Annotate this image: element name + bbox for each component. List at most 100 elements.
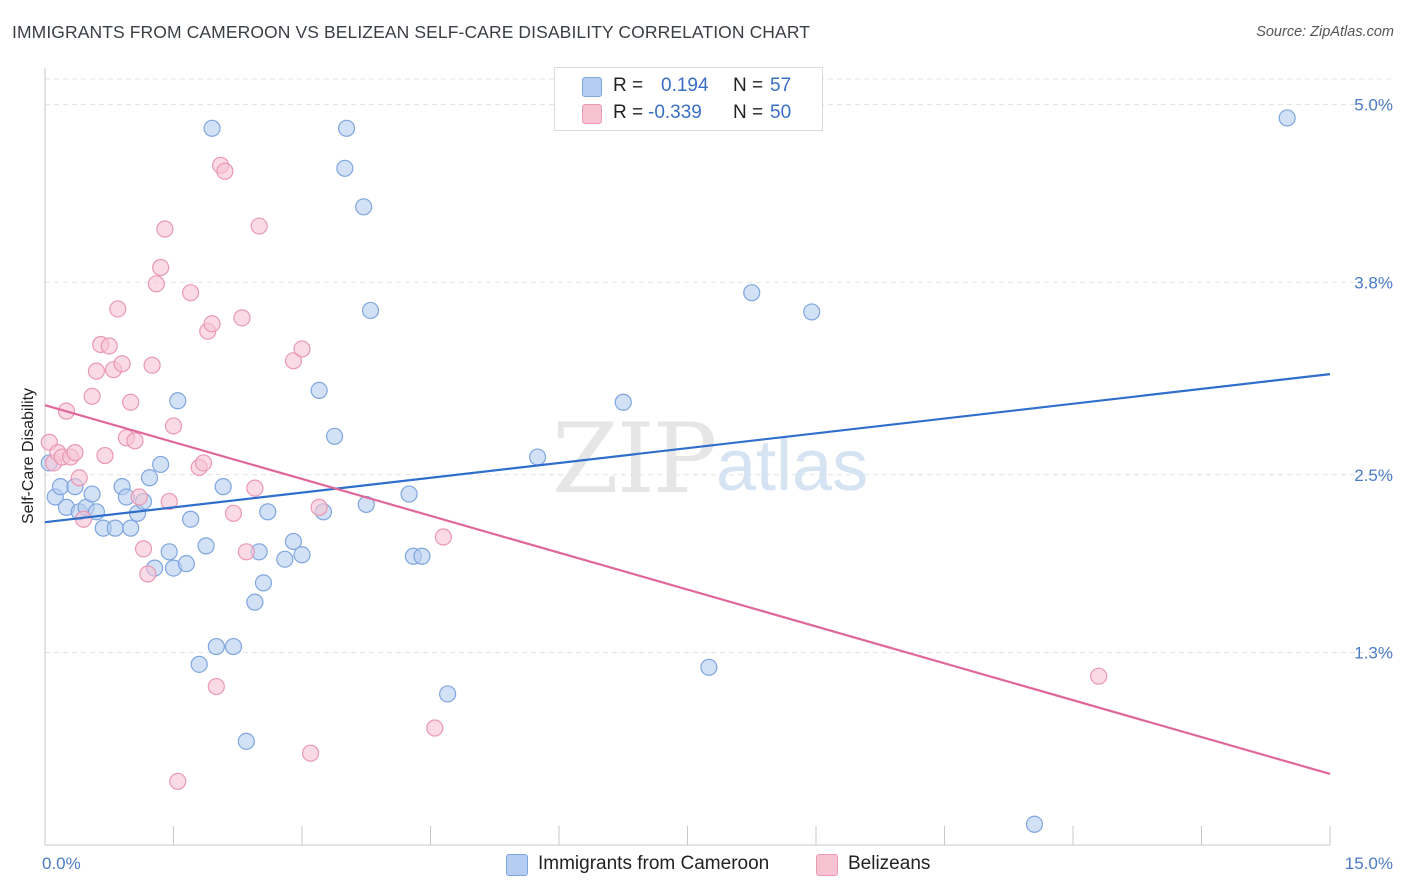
belizean-point [182,284,200,302]
legend-r-label: R = [613,102,644,123]
series-swatch-pink [816,854,838,876]
cameroon-point [325,427,344,445]
cameroon-point [203,119,221,137]
legend-r-value: 0.194 [661,75,709,96]
belizean-point [203,315,221,333]
cameroon-point [259,503,277,521]
cameroon-point [743,284,761,302]
legend-n-value: 57 [770,75,792,96]
watermark-zip: ZIP [552,403,715,515]
legend-r-label: R = [613,75,644,96]
y-tick-label: 5.0% [1354,96,1393,115]
cameroon-point [614,393,632,411]
points-layer [40,109,1296,833]
cameroon-point [177,555,195,573]
y-tick-label: 3.8% [1354,273,1393,292]
belizean-trend-line [44,404,1331,775]
cameroon-point [276,550,294,568]
cameroon-point [528,448,547,466]
series-swatch-blue [506,854,528,876]
cameroon-point [336,159,354,177]
cameroon-point [355,198,373,216]
belizean-point [169,772,187,790]
belizean-point [194,454,213,472]
legend-r-value: -0.339 [648,102,702,123]
belizean-point [130,488,148,506]
belizean-point [301,744,320,762]
cameroon-trend-line [44,373,1331,524]
belizean-point [426,719,444,737]
cameroon-point [237,732,255,750]
stats-legend: R = 0.194 N = 57 R = -0.339 N = 50 [554,67,823,131]
cameroon-point [160,543,178,561]
belizean-point [250,217,268,235]
x-tick-label: 15.0% [1345,854,1393,873]
belizean-point [70,469,88,487]
belizean-point [160,492,178,511]
y-tick-label: 1.3% [1354,644,1393,663]
cameroon-point [310,381,328,400]
belizean-point [237,543,255,561]
belizean-point [156,220,174,238]
belizean-point [134,540,153,558]
cameroon-point [439,685,457,703]
belizean-point [100,337,118,355]
cameroon-point [337,119,356,137]
series-legend-label: Belizeans [848,853,931,874]
y-axis-label: Self-Care Disability [20,388,37,524]
belizean-point [87,362,106,380]
belizean-point [147,275,165,293]
cameroon-point [214,478,232,496]
belizean-point [233,309,251,327]
belizean-point [310,498,328,516]
cameroon-point [140,469,159,487]
x-tick-label: 0.0% [42,854,81,873]
cameroon-point [293,546,311,564]
belizean-point [122,393,140,411]
cameroon-point [83,485,101,503]
legend-swatch-pink [582,104,602,124]
belizean-point [224,504,243,522]
cameroon-point [51,478,70,496]
belizean-point [164,417,183,435]
cameroon-point [169,392,187,410]
cameroon-point [207,637,225,656]
belizean-point [113,355,131,373]
legend-n-label: N = [733,75,764,96]
belizean-point [284,352,303,370]
grid-layer [45,78,1392,653]
y-tick-label: 2.5% [1354,466,1393,485]
belizean-point [207,677,225,696]
chart-title: IMMIGRANTS FROM CAMEROON VS BELIZEAN SEL… [12,22,811,42]
cameroon-point [254,574,273,592]
cameroon-point [284,532,303,551]
cameroon-point [361,301,380,320]
cameroon-point [413,547,431,565]
legend-swatch-blue [582,77,602,97]
cameroon-point [224,637,243,656]
series-legend-label: Immigrants from Cameroon [538,853,770,874]
cameroon-point [182,510,200,528]
belizean-point [434,528,452,546]
trend-layer [44,373,1331,775]
belizean-point [152,258,170,277]
cameroon-point [190,655,208,673]
cameroon-point [1025,815,1044,833]
belizean-point [83,387,101,405]
cameroon-point [122,519,140,537]
belizean-point [216,162,234,180]
watermark: ZIP atlas [552,403,868,515]
series-legend: Immigrants from Cameroon Belizeans [0,852,1406,878]
belizean-point [293,340,311,358]
cameroon-point [1278,109,1296,127]
cameroon-point [700,658,718,676]
cameroon-point [152,455,170,474]
cameroon-point [197,537,215,555]
cameroon-point [246,593,264,611]
belizean-point [1090,667,1108,685]
belizean-point [109,300,127,318]
watermark-atlas: atlas [716,426,868,506]
belizean-point [126,432,144,450]
cameroon-point [803,303,821,321]
